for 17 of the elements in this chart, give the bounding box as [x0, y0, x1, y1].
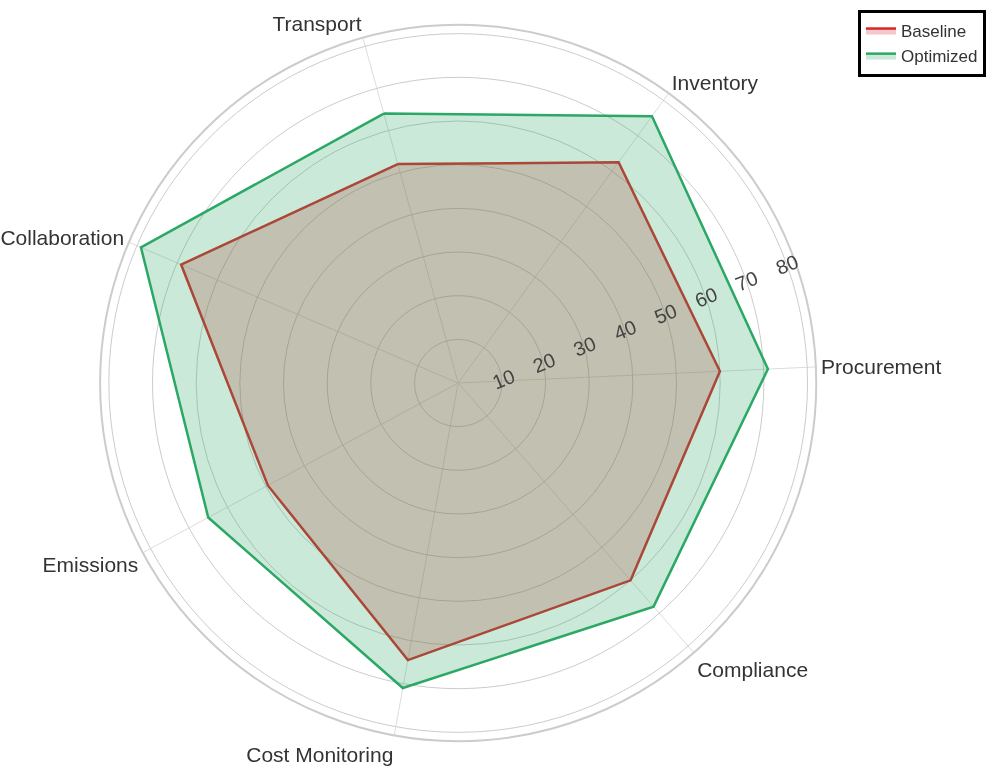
spoke-label: Procurement	[821, 354, 942, 378]
y-tick-label: 10	[489, 364, 519, 394]
spoke-label: Cost Monitoring	[246, 743, 394, 767]
y-tick-label: 60	[691, 283, 721, 312]
spoke-label: Emissions	[42, 552, 139, 576]
spoke-label: Collaboration	[0, 226, 125, 250]
y-tick-label: 50	[651, 299, 681, 329]
y-tick-label: 80	[772, 250, 802, 280]
y-tick-label: 20	[529, 348, 559, 378]
y-tick-label: 40	[610, 315, 640, 345]
spoke-label: Compliance	[697, 658, 809, 682]
legend-label: Optimized	[901, 47, 978, 67]
y-tick-label: 70	[732, 266, 762, 296]
spoke-label: Transport	[272, 11, 362, 35]
y-tick-label: 30	[570, 332, 600, 361]
spoke-label: Inventory	[671, 71, 759, 95]
legend-label: Baseline	[901, 22, 967, 42]
